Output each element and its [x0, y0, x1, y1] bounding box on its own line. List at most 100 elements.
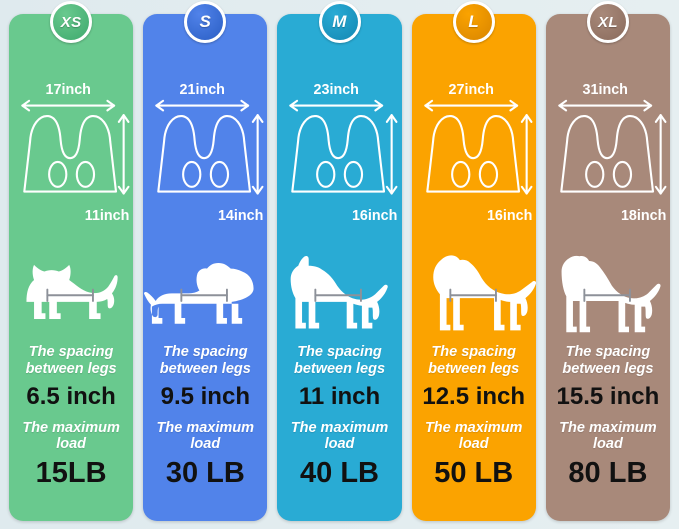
size-badge-label: S	[199, 12, 212, 31]
size-card: 17inch 11inch The spacing between legs 6…	[9, 14, 134, 521]
max-load-label-line2: load	[56, 436, 86, 453]
height-label: 16inch	[487, 208, 532, 224]
max-load-label-line1: The maximum	[559, 419, 657, 436]
spec-text-block: The spacing between legs 15.5 inch The m…	[546, 338, 670, 521]
max-load-label-line2: load	[458, 436, 489, 453]
cat-silhouette	[26, 264, 118, 319]
leg-spacing-label-line1: The spacing	[162, 344, 248, 360]
size-column-xl[interactable]: XL 31inch 18inch	[541, 0, 675, 529]
dimension-block: 23inch 16inch	[277, 58, 401, 243]
size-card: 23inch 16inch The spacing between legs 1…	[277, 14, 402, 521]
leg-spacing-label-line2: between legs	[293, 360, 386, 377]
width-label: 23inch	[314, 82, 359, 98]
dimension-diagram: 21inch 14inch	[155, 82, 264, 224]
size-badge-label: M	[332, 12, 347, 31]
dimension-block: 21inch 14inch	[143, 58, 267, 243]
dimension-diagram: 31inch 18inch	[558, 82, 667, 224]
dimension-diagram: 27inch 16inch	[423, 82, 533, 224]
max-load-label-line2: load	[190, 436, 221, 453]
size-badge-label: L	[468, 12, 480, 31]
max-load-label: The maximum load	[553, 420, 663, 453]
size-card: 31inch 18inch The spacing between legs 1…	[545, 14, 671, 521]
leg-spacing-label-line2: between legs	[562, 360, 654, 377]
spec-text-block: The spacing between legs 6.5 inch The ma…	[9, 338, 133, 521]
leg-spacing-measure	[583, 288, 631, 302]
width-label: 27inch	[448, 82, 493, 98]
max-load-value: 80 LB	[568, 457, 648, 490]
leg-spacing-label: The spacing between legs	[154, 344, 257, 377]
pointer-silhouette	[432, 255, 536, 331]
height-label: 14inch	[218, 208, 263, 224]
dimension-block: 27inch 16inch	[412, 58, 536, 243]
leg-spacing-value: 9.5 inch	[160, 383, 250, 411]
spec-text-block: The spacing between legs 11 inch The max…	[277, 338, 401, 521]
leg-spacing-label: The spacing between legs	[556, 344, 659, 377]
size-card: 27inch 16inch The spacing between legs 1…	[411, 14, 536, 521]
width-label: 17inch	[46, 82, 91, 98]
animal-block	[546, 243, 670, 338]
leg-spacing-value: 12.5 inch	[422, 383, 526, 411]
max-load-label-line1: The maximum	[156, 419, 255, 436]
height-label: 16inch	[352, 208, 397, 224]
leg-spacing-label-line2: between legs	[25, 360, 117, 377]
size-column-m[interactable]: M 23inch 16inch	[272, 0, 406, 529]
leg-spacing-label-line2: between legs	[428, 360, 520, 377]
animal-block	[412, 243, 536, 338]
max-load-value: 50 LB	[434, 457, 514, 490]
size-badge-s: S	[184, 1, 227, 43]
dimension-diagram: 17inch 11inch	[21, 82, 130, 224]
leg-spacing-measure	[449, 288, 497, 302]
size-column-s[interactable]: S 21inch 14inch	[138, 0, 272, 529]
max-load-value: 40 LB	[300, 457, 379, 490]
animal-block	[277, 243, 401, 338]
leg-spacing-label-line1: The spacing	[28, 344, 114, 360]
max-load-label-line1: The maximum	[290, 419, 389, 436]
height-label: 11inch	[85, 208, 130, 224]
max-load-label-line2: load	[324, 436, 355, 453]
max-load-label: The maximum load	[151, 420, 261, 453]
max-load-label: The maximum load	[285, 420, 395, 453]
size-badge-label: XS	[60, 13, 82, 31]
leg-spacing-measure	[180, 288, 229, 302]
spec-text-block: The spacing between legs 12.5 inch The m…	[412, 338, 536, 521]
leg-spacing-label-line1: The spacing	[565, 344, 651, 360]
size-card: 21inch 14inch The spacing between legs 9…	[143, 14, 268, 521]
max-load-label: The maximum load	[419, 420, 529, 453]
setter-silhouette	[561, 255, 661, 333]
size-badge-m: M	[318, 1, 361, 43]
animal-block	[9, 243, 133, 338]
dimension-block: 17inch 11inch	[9, 58, 133, 243]
leg-spacing-value: 15.5 inch	[556, 383, 660, 411]
animal-block	[143, 243, 267, 338]
leg-spacing-label: The spacing between legs	[288, 344, 391, 377]
size-column-l[interactable]: L 27inch 16inch	[407, 0, 541, 529]
shepherd-silhouette	[291, 255, 389, 329]
max-load-label: The maximum load	[16, 420, 126, 453]
max-load-label-line1: The maximum	[22, 419, 120, 436]
spec-text-block: The spacing between legs 9.5 inch The ma…	[143, 338, 267, 521]
leg-spacing-label-line1: The spacing	[297, 344, 382, 360]
size-column-xs[interactable]: XS 17inch 11inch	[4, 0, 138, 529]
dimension-diagram: 23inch 16inch	[289, 82, 398, 224]
size-badge-xl: XL	[586, 1, 629, 43]
leg-spacing-value: 11 inch	[298, 383, 381, 411]
leg-spacing-label: The spacing between legs	[20, 344, 123, 377]
height-label: 18inch	[621, 208, 666, 224]
size-badge-label: XL	[598, 13, 618, 31]
leg-spacing-measure	[46, 288, 94, 302]
max-load-value: 15LB	[35, 457, 107, 490]
size-badge-xs: XS	[50, 1, 93, 43]
width-label: 21inch	[180, 82, 225, 98]
leg-spacing-measure	[314, 288, 363, 302]
width-label: 31inch	[582, 82, 627, 98]
leg-spacing-label: The spacing between legs	[422, 344, 525, 377]
dimension-block: 31inch 18inch	[546, 58, 670, 243]
leg-spacing-label-line2: between legs	[159, 360, 251, 377]
max-load-value: 30 LB	[165, 457, 245, 490]
leg-spacing-value: 6.5 inch	[26, 383, 116, 411]
leg-spacing-label-line1: The spacing	[431, 344, 516, 360]
size-badge-l: L	[452, 1, 495, 43]
max-load-label-line2: load	[593, 436, 623, 453]
max-load-label-line1: The maximum	[424, 419, 523, 436]
